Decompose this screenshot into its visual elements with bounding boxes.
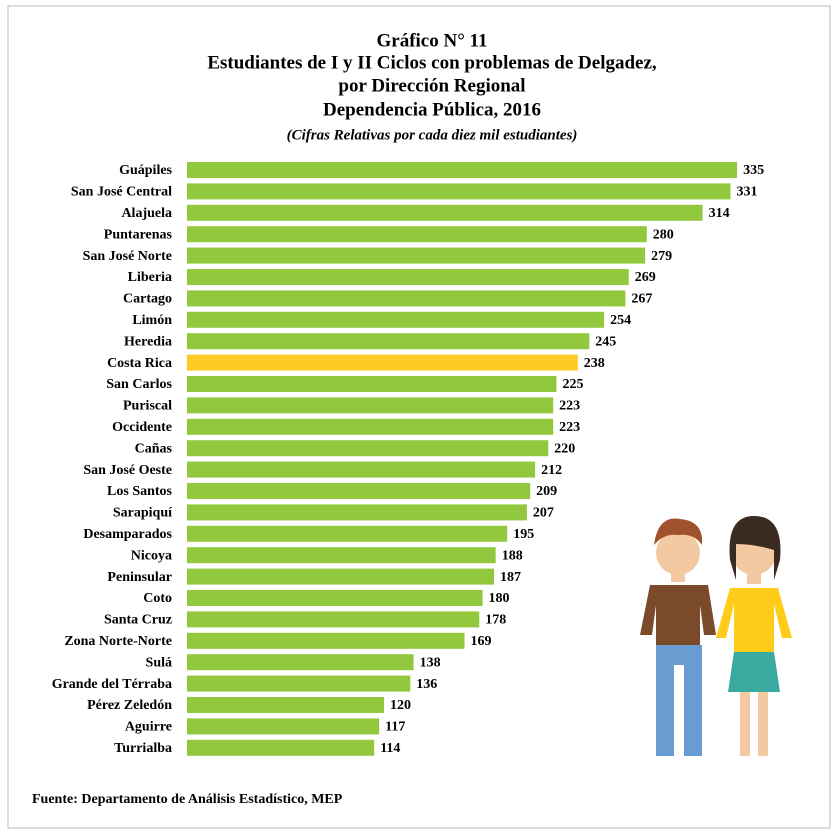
y-tick-label: Santa Cruz	[104, 613, 172, 628]
value-label: 331	[737, 185, 758, 200]
value-label: 220	[554, 441, 575, 456]
chart-subtitle: (Cifras Relativas por cada diez mil estu…	[287, 127, 578, 143]
value-label: 120	[390, 698, 411, 713]
value-label: 335	[743, 163, 764, 178]
chart-title: Dependencia Pública, 2016	[323, 99, 541, 120]
value-label: 169	[470, 634, 491, 649]
value-label: 223	[559, 399, 580, 414]
y-tick-label: Grande del Térraba	[52, 677, 172, 692]
y-tick-label: Sarapiquí	[113, 506, 173, 521]
value-label: 267	[631, 292, 652, 307]
y-tick-label: Sulá	[146, 655, 172, 670]
value-label: 187	[500, 570, 521, 585]
value-label: 280	[653, 227, 674, 242]
bar	[187, 183, 731, 199]
bar	[187, 590, 483, 606]
value-label: 225	[562, 377, 583, 392]
bar	[187, 547, 496, 563]
value-label: 238	[584, 356, 605, 371]
value-label: 269	[635, 270, 656, 285]
bar	[187, 269, 629, 285]
value-label: 254	[610, 313, 631, 328]
bar	[187, 226, 647, 242]
value-label: 136	[416, 677, 437, 692]
y-tick-label: San José Central	[71, 185, 172, 200]
bar	[187, 526, 507, 542]
bar	[187, 397, 553, 413]
y-tick-label: Occidente	[112, 420, 172, 435]
bar	[187, 355, 578, 371]
bar	[187, 697, 384, 713]
chart: (Cifras Relativas por cada diez mil estu…	[0, 0, 839, 832]
bar	[187, 312, 604, 328]
y-tick-label: San Carlos	[106, 377, 172, 392]
value-label: 117	[385, 720, 405, 735]
bar	[187, 440, 548, 456]
value-label: 245	[595, 334, 616, 349]
y-tick-label: Limón	[132, 313, 172, 328]
bar	[187, 290, 625, 306]
y-tick-label: Pérez Zeledón	[87, 698, 172, 713]
value-label: 209	[536, 484, 557, 499]
y-tick-label: Turrialba	[114, 741, 172, 756]
bar	[187, 376, 556, 392]
y-tick-label: Nicoya	[131, 548, 172, 563]
bar	[187, 676, 410, 692]
y-tick-label: Aguirre	[125, 720, 172, 735]
y-tick-label: Puntarenas	[104, 227, 173, 242]
bar	[187, 569, 494, 585]
bar	[187, 248, 645, 264]
value-label: 314	[709, 206, 730, 221]
bar	[187, 483, 530, 499]
y-tick-label: Costa Rica	[107, 356, 172, 371]
value-label: 188	[502, 548, 523, 563]
y-tick-label: San José Norte	[83, 249, 172, 264]
y-tick-label: Liberia	[128, 270, 172, 285]
value-label: 207	[533, 506, 554, 521]
chart-title: Gráfico N° 11	[376, 30, 487, 51]
y-tick-label: Los Santos	[107, 484, 173, 499]
bar	[187, 205, 703, 221]
chart-title: Estudiantes de I y II Ciclos con problem…	[207, 52, 657, 73]
bar	[187, 633, 464, 649]
y-tick-label: Puriscal	[123, 399, 172, 414]
y-tick-label: Heredia	[124, 334, 172, 349]
value-label: 178	[485, 613, 506, 628]
bar	[187, 740, 374, 756]
y-tick-label: Cañas	[135, 441, 173, 456]
y-tick-label: Guápiles	[119, 163, 172, 178]
value-label: 195	[513, 527, 534, 542]
value-label: 223	[559, 420, 580, 435]
y-tick-label: Coto	[143, 591, 172, 606]
value-label: 212	[541, 463, 562, 478]
page: {"chart_data": {"type": "bar", "orientat…	[0, 0, 839, 832]
y-tick-label: Peninsular	[107, 570, 172, 585]
y-tick-label: San José Oeste	[83, 463, 172, 478]
y-tick-label: Desamparados	[83, 527, 172, 542]
bar	[187, 419, 553, 435]
value-label: 279	[651, 249, 672, 264]
bar	[187, 462, 535, 478]
bar	[187, 654, 414, 670]
bar	[187, 611, 479, 627]
bar	[187, 504, 527, 520]
chart-title: por Dirección Regional	[338, 75, 525, 96]
value-label: 114	[380, 741, 400, 756]
bar	[187, 718, 379, 734]
bar	[187, 162, 737, 178]
y-tick-label: Alajuela	[121, 206, 172, 221]
source: Fuente: Departamento de Análisis Estadís…	[32, 792, 343, 807]
y-tick-label: Zona Norte-Norte	[64, 634, 172, 649]
value-label: 180	[489, 591, 510, 606]
bar	[187, 333, 589, 349]
value-label: 138	[420, 655, 441, 670]
y-tick-label: Cartago	[123, 292, 172, 307]
